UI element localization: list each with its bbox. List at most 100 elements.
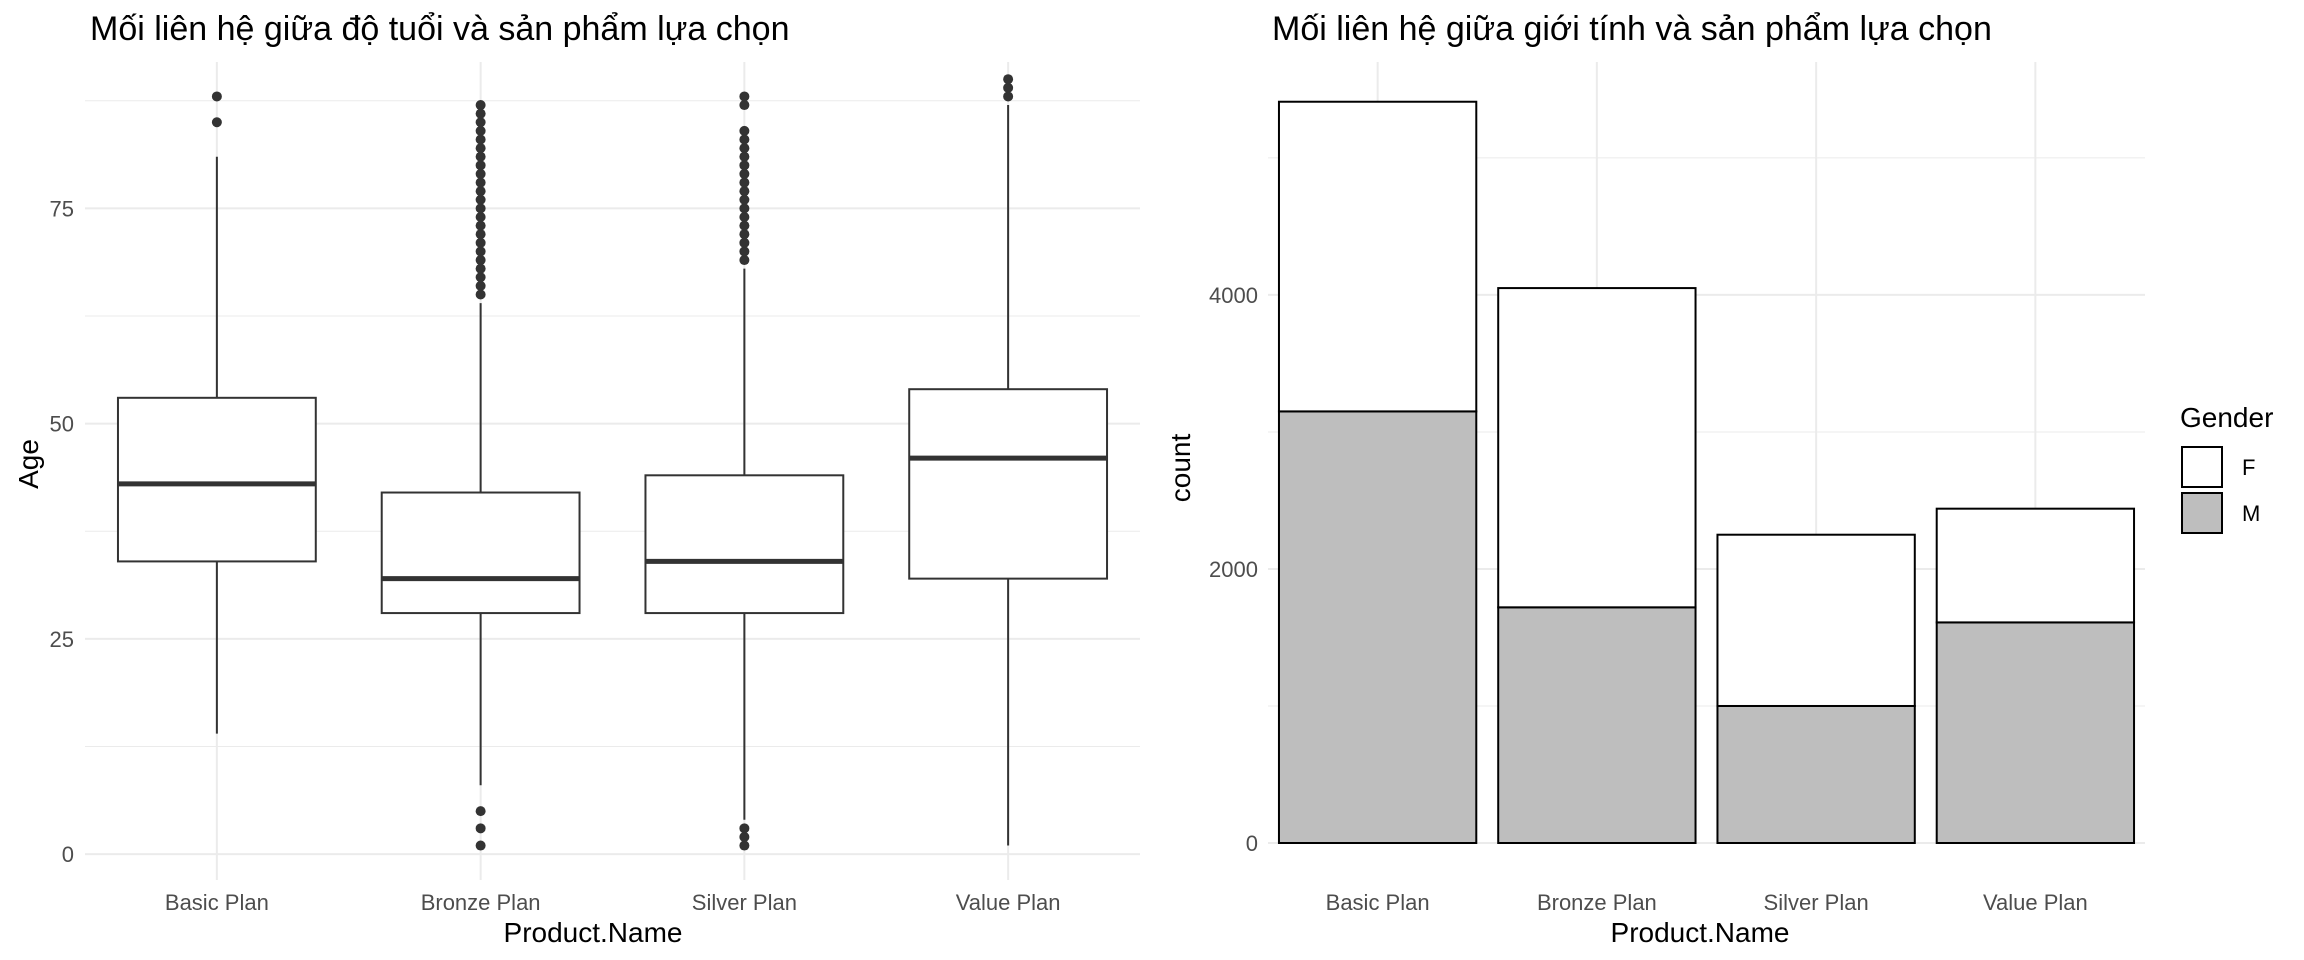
outlier-point: [475, 117, 486, 128]
outlier-point: [475, 194, 486, 205]
bar-value-plan-m: [1935, 621, 2136, 844]
outlier-point: [475, 840, 486, 851]
outlier-point: [1003, 91, 1014, 102]
x-tick-label-bronze-plan: Bronze Plan: [1537, 890, 1657, 915]
bar-y-axis-title: count: [1165, 434, 1196, 503]
x-tick-label-silver-plan: Silver Plan: [1764, 890, 1869, 915]
bar-y-tick-labels: 0 2000 4000: [1209, 283, 1258, 856]
outlier-point: [739, 237, 750, 248]
box-silver-plan: [644, 91, 845, 851]
iqr-box: [380, 491, 581, 615]
outlier-point: [475, 823, 486, 834]
outlier-point: [739, 143, 750, 154]
age-boxplot-panel: Mối liên hệ giữa độ tuổi và sản phẩm lựa…: [13, 10, 1140, 948]
y-tick-label-0: 0: [1246, 831, 1258, 856]
boxplot-boxes: [116, 74, 1109, 851]
outlier-point: [475, 177, 486, 188]
boxplot-y-axis-title: Age: [13, 439, 44, 489]
outlier-point: [475, 100, 486, 111]
bar-x-axis-title: Product.Name: [1611, 917, 1790, 948]
outlier-point: [475, 151, 486, 162]
bar-basic-plan-f: [1277, 100, 1478, 413]
outlier-point: [475, 255, 486, 266]
outlier-point: [475, 246, 486, 257]
outlier-point: [475, 263, 486, 274]
outlier-point: [475, 125, 486, 136]
bar-value-plan-f: [1935, 507, 2136, 624]
boxplot-y-tick-labels: 0 25 50 75: [50, 196, 74, 867]
box-basic-plan: [116, 91, 317, 734]
bar-bronze-plan-m: [1497, 606, 1697, 845]
outlier-point: [475, 211, 486, 222]
iqr-box: [644, 474, 845, 615]
outlier-point: [475, 272, 486, 283]
outlier-point: [739, 823, 750, 834]
outlier-point: [475, 186, 486, 197]
outlier-point: [475, 168, 486, 179]
outlier-point: [739, 220, 750, 231]
bar-bars: [1277, 100, 2136, 845]
legend-title: Gender: [2180, 402, 2273, 433]
outlier-point: [211, 117, 222, 128]
outlier-point: [739, 246, 750, 257]
bar-basic-plan-m: [1277, 410, 1478, 844]
legend-label-f: F: [2242, 455, 2255, 480]
bar-title: Mối liên hệ giữa giới tính và sản phẩm l…: [1272, 10, 1992, 48]
outlier-point: [475, 229, 486, 240]
outlier-point: [739, 151, 750, 162]
outlier-point: [211, 91, 222, 102]
boxplot-x-axis-title: Product.Name: [504, 917, 683, 948]
y-tick-label-4000: 4000: [1209, 283, 1258, 308]
outlier-point: [475, 143, 486, 154]
x-tick-label-basic-plan: Basic Plan: [165, 890, 269, 915]
iqr-box: [116, 396, 317, 563]
y-tick-label-25: 25: [50, 627, 74, 652]
outlier-point: [739, 229, 750, 240]
boxplot-title: Mối liên hệ giữa độ tuổi và sản phẩm lựa…: [90, 10, 790, 48]
outlier-point: [739, 100, 750, 111]
boxplot-x-tick-labels: Basic Plan Bronze Plan Silver Plan Value Pl…: [165, 890, 1061, 915]
box-bronze-plan: [380, 100, 581, 851]
outlier-point: [739, 831, 750, 842]
bar-x-tick-labels: Basic Plan Bronze Plan Silver Plan Value Pl…: [1326, 890, 2088, 915]
legend-label-m: M: [2242, 501, 2260, 526]
y-tick-label-50: 50: [50, 412, 74, 437]
outlier-point: [1003, 82, 1014, 93]
bar-silver-plan-f: [1716, 533, 1916, 707]
x-tick-label-bronze-plan: Bronze Plan: [421, 890, 541, 915]
outlier-point: [475, 220, 486, 231]
gender-legend: Gender F M: [2180, 402, 2273, 534]
bar-silver-plan-m: [1716, 704, 1916, 845]
outlier-point: [739, 194, 750, 205]
x-tick-label-silver-plan: Silver Plan: [692, 890, 797, 915]
outlier-point: [475, 160, 486, 171]
outlier-point: [475, 289, 486, 300]
legend-key-m: [2181, 492, 2223, 534]
outlier-point: [475, 108, 486, 119]
y-tick-label-2000: 2000: [1209, 557, 1258, 582]
outlier-point: [739, 186, 750, 197]
outlier-point: [739, 160, 750, 171]
outlier-point: [739, 840, 750, 851]
outlier-point: [739, 91, 750, 102]
outlier-point: [475, 203, 486, 214]
box-value-plan: [908, 74, 1109, 846]
x-tick-label-value-plan: Value Plan: [956, 890, 1061, 915]
outlier-point: [475, 134, 486, 145]
outlier-point: [739, 255, 750, 266]
x-tick-label-basic-plan: Basic Plan: [1326, 890, 1430, 915]
bar-bronze-plan-f: [1497, 287, 1697, 609]
x-tick-label-value-plan: Value Plan: [1983, 890, 2088, 915]
outlier-point: [739, 134, 750, 145]
outlier-point: [739, 177, 750, 188]
y-tick-label-0: 0: [62, 842, 74, 867]
outlier-point: [1003, 74, 1014, 85]
outlier-point: [739, 203, 750, 214]
outlier-point: [475, 237, 486, 248]
outlier-point: [739, 168, 750, 179]
outlier-point: [475, 806, 486, 817]
outlier-point: [739, 211, 750, 222]
y-tick-label-75: 75: [50, 196, 74, 221]
outlier-point: [475, 280, 486, 291]
